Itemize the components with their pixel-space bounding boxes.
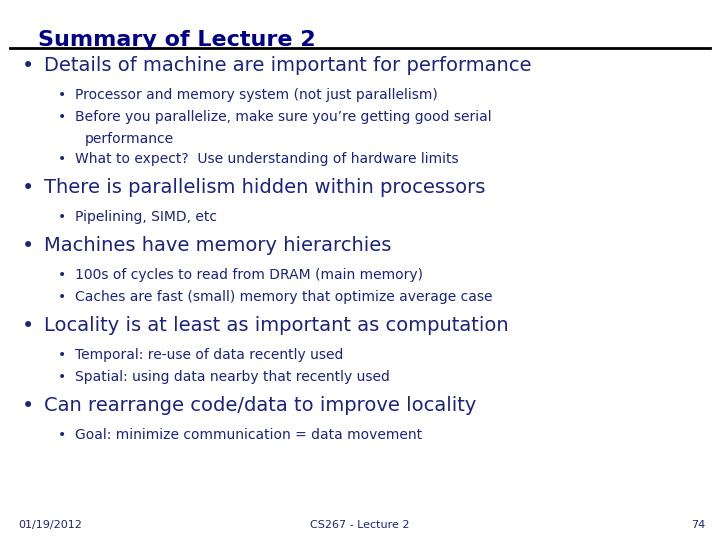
Text: Before you parallelize, make sure you’re getting good serial: Before you parallelize, make sure you’re…	[75, 110, 492, 124]
Text: Caches are fast (small) memory that optimize average case: Caches are fast (small) memory that opti…	[75, 290, 492, 304]
Text: •: •	[22, 396, 35, 416]
Text: •: •	[22, 178, 35, 198]
Text: 01/19/2012: 01/19/2012	[18, 520, 82, 530]
Text: Goal: minimize communication = data movement: Goal: minimize communication = data move…	[75, 428, 422, 442]
Text: Spatial: using data nearby that recently used: Spatial: using data nearby that recently…	[75, 370, 390, 384]
Text: Machines have memory hierarchies: Machines have memory hierarchies	[44, 236, 392, 255]
Text: •: •	[58, 88, 66, 102]
Text: •: •	[22, 56, 35, 76]
Text: •: •	[58, 428, 66, 442]
Text: •: •	[22, 236, 35, 256]
Text: Details of machine are important for performance: Details of machine are important for per…	[44, 56, 531, 75]
Text: There is parallelism hidden within processors: There is parallelism hidden within proce…	[44, 178, 485, 197]
Text: •: •	[58, 152, 66, 166]
Text: 100s of cycles to read from DRAM (main memory): 100s of cycles to read from DRAM (main m…	[75, 268, 423, 282]
Text: Pipelining, SIMD, etc: Pipelining, SIMD, etc	[75, 210, 217, 224]
Text: •: •	[58, 370, 66, 384]
Text: •: •	[22, 316, 35, 336]
Text: performance: performance	[85, 132, 174, 146]
Text: •: •	[58, 268, 66, 282]
Text: What to expect?  Use understanding of hardware limits: What to expect? Use understanding of har…	[75, 152, 459, 166]
Text: •: •	[58, 348, 66, 362]
Text: Summary of Lecture 2: Summary of Lecture 2	[38, 30, 315, 50]
Text: Locality is at least as important as computation: Locality is at least as important as com…	[44, 316, 508, 335]
Text: Can rearrange code/data to improve locality: Can rearrange code/data to improve local…	[44, 396, 477, 415]
Text: •: •	[58, 210, 66, 224]
Text: Processor and memory system (not just parallelism): Processor and memory system (not just pa…	[75, 88, 438, 102]
Text: •: •	[58, 110, 66, 124]
Text: 74: 74	[690, 520, 705, 530]
Text: •: •	[58, 290, 66, 304]
Text: CS267 - Lecture 2: CS267 - Lecture 2	[310, 520, 410, 530]
Text: Temporal: re-use of data recently used: Temporal: re-use of data recently used	[75, 348, 343, 362]
